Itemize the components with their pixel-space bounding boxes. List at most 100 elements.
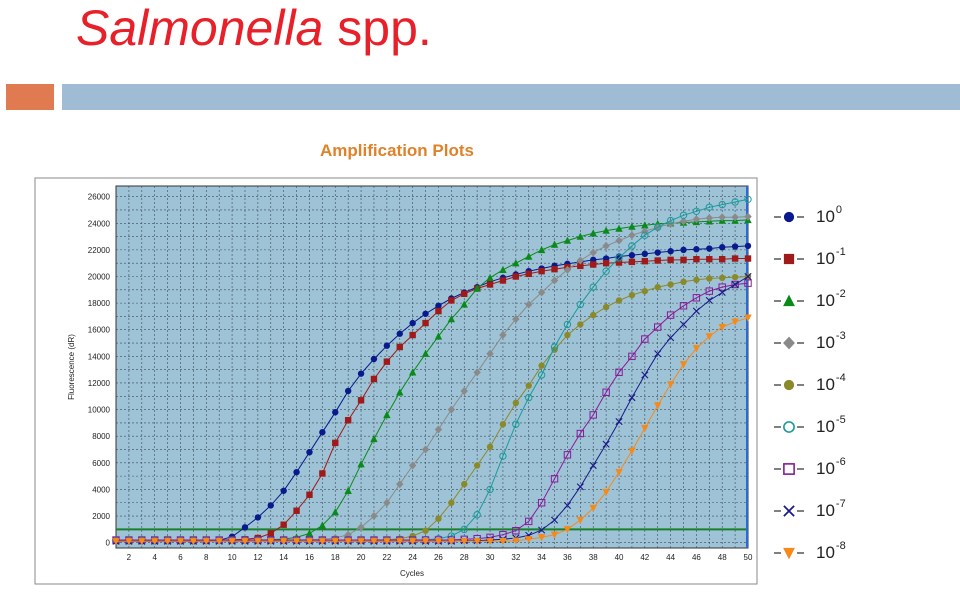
data-point xyxy=(486,443,494,451)
legend-marker xyxy=(783,294,795,307)
data-point xyxy=(512,259,520,267)
data-point xyxy=(615,224,623,232)
data-point xyxy=(319,429,326,436)
data-point xyxy=(680,246,687,254)
data-point xyxy=(473,511,481,519)
data-point xyxy=(422,527,429,534)
x-axis-label: Cycles xyxy=(400,569,424,578)
data-point xyxy=(667,334,675,342)
legend-exponent: -4 xyxy=(835,372,846,384)
y-tick-label: 4000 xyxy=(92,485,110,494)
data-point xyxy=(693,246,700,253)
legend-exponent: -6 xyxy=(835,456,846,468)
data-point xyxy=(667,256,674,264)
legend-exponent: -7 xyxy=(835,498,846,510)
data-point xyxy=(641,287,649,295)
data-point xyxy=(241,538,249,546)
legend-marker-icon xyxy=(774,505,804,517)
data-point xyxy=(641,335,649,343)
legend-label: 10 xyxy=(816,501,835,520)
x-tick-label: 46 xyxy=(692,553,701,562)
data-point xyxy=(254,538,262,546)
data-point xyxy=(576,300,585,309)
data-point xyxy=(499,452,507,460)
data-point xyxy=(550,516,559,524)
data-point xyxy=(409,331,416,339)
header-accent-bar xyxy=(6,84,54,110)
data-point xyxy=(421,445,430,454)
y-tick-label: 14000 xyxy=(88,352,111,361)
data-point xyxy=(409,319,416,327)
data-point xyxy=(280,487,287,494)
data-point xyxy=(396,388,404,396)
data-point xyxy=(537,288,546,297)
data-point xyxy=(525,536,533,544)
data-point xyxy=(615,368,623,377)
legend-label: 10 xyxy=(816,291,835,310)
data-point xyxy=(370,538,378,546)
data-point xyxy=(163,538,172,546)
data-point xyxy=(370,375,378,383)
data-point xyxy=(731,255,739,262)
y-tick-label: 16000 xyxy=(88,326,111,335)
data-point xyxy=(460,525,468,534)
x-tick-label: 34 xyxy=(537,553,546,562)
data-point xyxy=(396,343,403,351)
series-8 xyxy=(112,314,752,546)
data-point xyxy=(589,411,597,419)
data-point xyxy=(576,483,584,491)
data-point xyxy=(628,291,636,299)
legend-marker xyxy=(783,253,795,265)
data-point xyxy=(292,538,301,546)
data-point xyxy=(512,399,520,407)
data-point xyxy=(279,538,288,546)
series-line xyxy=(116,317,749,542)
legend-marker xyxy=(783,421,795,433)
x-tick-label: 50 xyxy=(744,553,753,562)
data-point xyxy=(654,402,662,410)
x-tick-label: 2 xyxy=(127,553,132,562)
data-point xyxy=(589,461,597,470)
data-point xyxy=(537,534,546,542)
data-point xyxy=(525,270,532,278)
data-point xyxy=(667,281,674,288)
data-point xyxy=(602,241,610,250)
data-point xyxy=(744,272,752,281)
legend-exponent: -2 xyxy=(835,288,846,300)
data-point xyxy=(641,231,649,239)
data-point xyxy=(525,252,533,260)
data-point xyxy=(512,526,520,535)
data-point xyxy=(680,278,687,286)
data-point xyxy=(473,284,481,292)
data-point xyxy=(692,207,701,215)
legend-item: 10 -2 xyxy=(772,286,846,316)
data-point xyxy=(318,521,327,529)
data-point xyxy=(705,296,713,305)
data-point xyxy=(679,302,688,310)
data-point xyxy=(461,480,468,488)
data-point xyxy=(357,460,365,468)
data-point xyxy=(499,265,507,274)
data-point xyxy=(176,538,185,546)
data-point xyxy=(602,303,610,311)
legend-label: 10 xyxy=(816,543,835,562)
data-point xyxy=(589,248,597,257)
data-point xyxy=(305,529,314,537)
legend-item: 10 -5 xyxy=(772,412,846,442)
legend-label: 10 xyxy=(816,249,835,268)
data-point xyxy=(125,538,133,546)
legend-marker xyxy=(783,463,795,475)
legend-label: 10 xyxy=(816,375,835,394)
data-point xyxy=(499,331,507,340)
legend-marker xyxy=(783,379,795,391)
data-point xyxy=(525,300,533,309)
data-point xyxy=(473,462,481,469)
data-point xyxy=(641,371,649,379)
y-tick-label: 12000 xyxy=(88,379,111,388)
data-point xyxy=(615,236,623,245)
data-point xyxy=(435,307,442,315)
data-point xyxy=(693,276,700,284)
data-point xyxy=(550,276,559,285)
data-point xyxy=(666,381,675,389)
